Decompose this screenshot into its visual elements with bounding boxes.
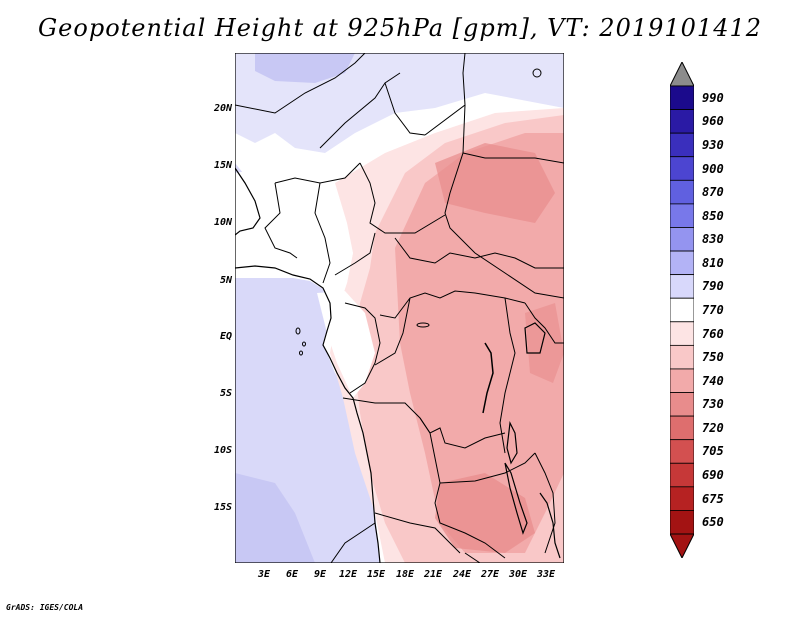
map-panel bbox=[235, 53, 564, 563]
colorbar-swatch bbox=[670, 250, 694, 276]
lon-label-9e: 9E bbox=[313, 569, 327, 580]
lon-label-18e: 18E bbox=[395, 569, 415, 580]
colorbar-label: 790 bbox=[702, 279, 724, 294]
footer-credit: GrADS: IGES/COLA bbox=[6, 603, 84, 612]
colorbar-swatch bbox=[670, 297, 694, 323]
lon-label-33e: 33E bbox=[536, 569, 556, 580]
colorbar-label: 760 bbox=[702, 326, 724, 341]
lon-label-12e: 12E bbox=[338, 569, 358, 580]
colorbar-swatch bbox=[670, 132, 694, 158]
colorbar-label: 850 bbox=[702, 208, 724, 223]
colorbar-label: 810 bbox=[702, 255, 724, 270]
ocean-deep-band bbox=[235, 473, 315, 563]
colorbar-swatch bbox=[670, 368, 694, 393]
colorbar-swatch bbox=[670, 321, 694, 346]
colorbar-swatch bbox=[670, 510, 694, 535]
colorbar-swatch bbox=[670, 462, 694, 488]
colorbar-label: 750 bbox=[702, 350, 724, 365]
colorbar-label: 870 bbox=[702, 185, 724, 200]
colorbar-label: 930 bbox=[702, 137, 724, 152]
colorbar-swatch bbox=[670, 156, 694, 181]
country-borders bbox=[235, 53, 564, 563]
lon-label-30e: 30E bbox=[508, 569, 528, 580]
chart-title: Geopotential Height at 925hPa [gpm], VT:… bbox=[38, 14, 762, 42]
land-dark-patch-south bbox=[435, 473, 535, 553]
colorbar-label: 690 bbox=[702, 468, 724, 483]
lat-label-10n: 10N bbox=[213, 217, 232, 228]
colorbar bbox=[670, 62, 694, 558]
colorbar-label: 770 bbox=[702, 303, 724, 317]
colorbar-label: 705 bbox=[702, 444, 724, 459]
colorbar-bottom-triangle bbox=[670, 533, 694, 558]
lon-label-6e: 6E bbox=[285, 569, 299, 580]
colorbar-swatch bbox=[670, 274, 694, 299]
lon-label-24e: 24E bbox=[452, 569, 472, 580]
colorbar-label: 740 bbox=[702, 373, 724, 388]
lat-label-15s: 15S bbox=[213, 502, 232, 513]
map-canvas bbox=[235, 53, 564, 563]
lon-label-3e: 3E bbox=[257, 569, 271, 580]
colorbar-label: 900 bbox=[702, 161, 724, 176]
lon-label-21e: 21E bbox=[423, 569, 443, 580]
colorbar-swatch bbox=[670, 227, 694, 252]
coastlines bbox=[235, 167, 561, 563]
colorbar-label: 650 bbox=[702, 515, 724, 530]
land-main-zone bbox=[395, 133, 564, 553]
colorbar-top-triangle bbox=[670, 62, 694, 87]
colorbar-swatch bbox=[670, 179, 694, 205]
lat-label-5n: 5N bbox=[219, 275, 232, 286]
colorbar-swatch bbox=[670, 439, 694, 464]
colorbar-label: 720 bbox=[702, 420, 724, 435]
lon-label-15e: 15E bbox=[366, 569, 386, 580]
colorbar-swatch bbox=[670, 344, 694, 370]
colorbar-swatch bbox=[670, 85, 694, 110]
colorbar-label: 730 bbox=[702, 397, 724, 412]
colorbar-swatch bbox=[670, 109, 694, 134]
colorbar-label: 960 bbox=[702, 114, 724, 129]
colorbar-swatch bbox=[670, 392, 694, 417]
colorbar-label: 990 bbox=[702, 90, 724, 105]
lat-label-5s: 5S bbox=[219, 388, 232, 399]
lon-label-27e: 27E bbox=[480, 569, 500, 580]
colorbar-swatch bbox=[670, 486, 694, 511]
lat-label-15n: 15N bbox=[213, 160, 232, 171]
colorbar-swatch bbox=[670, 415, 694, 441]
guinea-coast-white bbox=[235, 163, 353, 283]
lat-label-20n: 20N bbox=[213, 103, 232, 114]
sahara-high-core bbox=[255, 53, 355, 83]
lakes-and-islands bbox=[295, 68, 542, 356]
lat-label-10s: 10S bbox=[213, 445, 232, 456]
lat-label-eq: EQ bbox=[219, 331, 232, 342]
colorbar-label: 675 bbox=[702, 491, 724, 506]
colorbar-label: 830 bbox=[702, 232, 724, 247]
land-dark-patch-north bbox=[435, 143, 555, 223]
colorbar-swatch bbox=[670, 203, 694, 228]
